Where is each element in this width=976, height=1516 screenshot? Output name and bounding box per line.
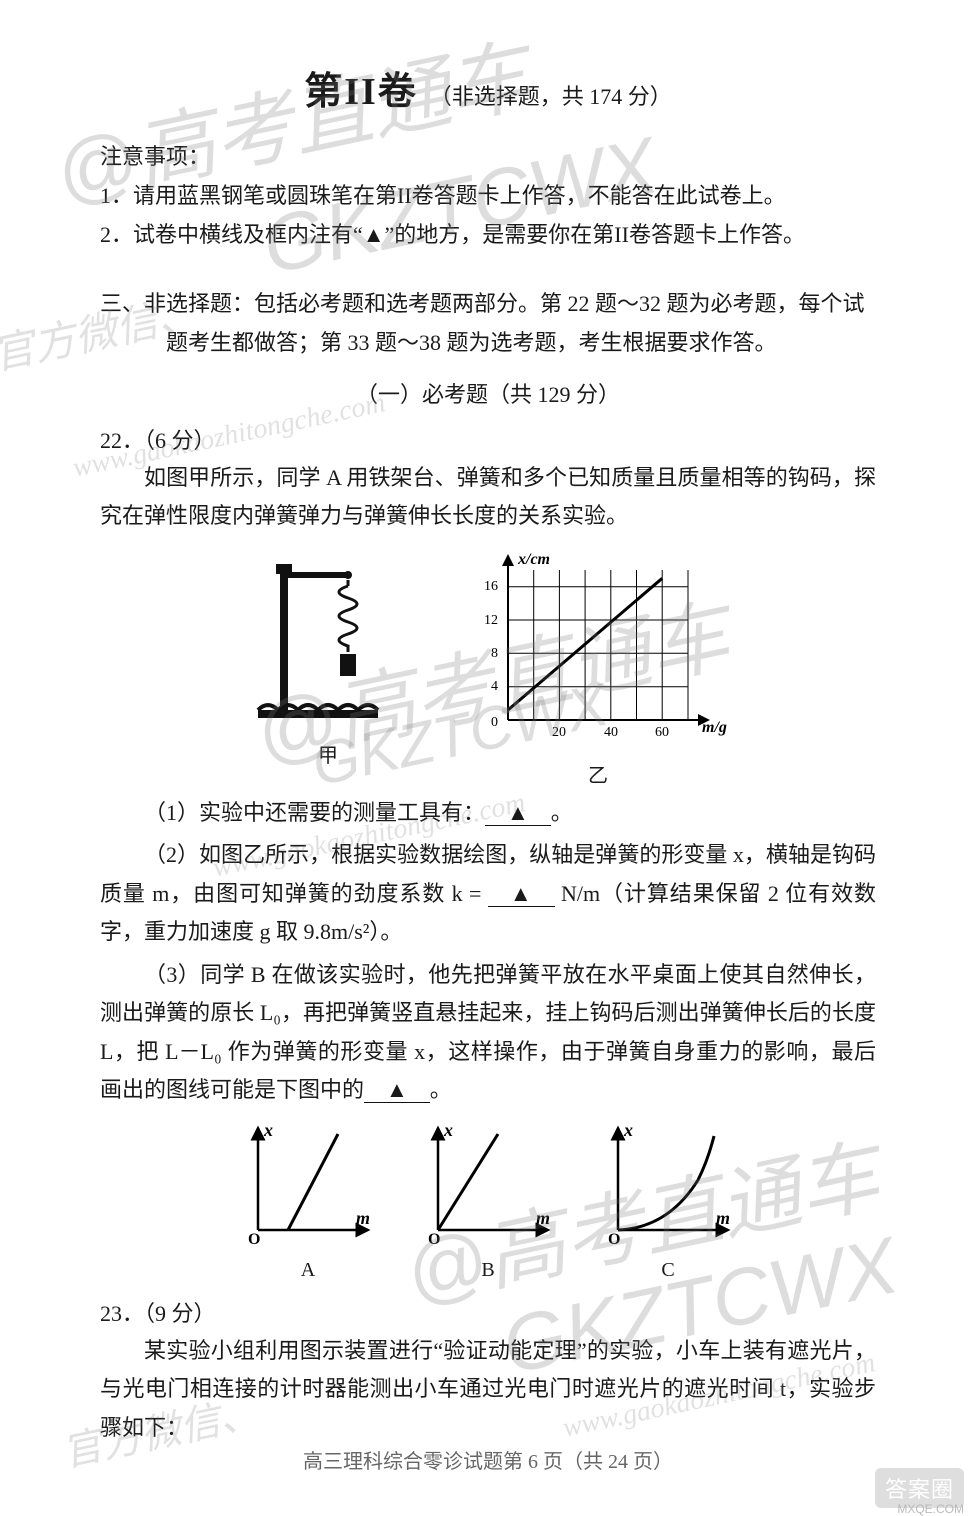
svg-text:m/g: m/g	[702, 719, 727, 736]
title-main: 第II卷	[304, 71, 418, 113]
q22-part2: （2）如图乙所示，根据实验数据绘图，纵轴是弹簧的形变量 x，横轴是钩码质量 m，…	[100, 836, 876, 952]
q22-part3: （3）同学 B 在做该实验时，他先把弹簧平放在水平桌面上使其自然伸长，测出弹簧的…	[100, 956, 876, 1110]
q22-mini-graphs: O x m A O x m B	[100, 1120, 876, 1282]
q22-number: 22．（6 分）	[100, 423, 876, 455]
required-head: （一）必考题（共 129 分）	[100, 377, 876, 409]
q22-part1-text: （1）实验中还需要的测量工具有：	[144, 800, 485, 825]
section-3-head: 三、非选择题：包括必考题和选考题两部分。第 22 题～32 题为必考题，每个试题…	[100, 284, 876, 363]
notice-head: 注意事项：	[100, 139, 876, 171]
graph-B: O x m B	[418, 1120, 558, 1282]
svg-text:m: m	[536, 1208, 550, 1228]
q22-part1: （1）实验中还需要的测量工具有：▲。	[100, 794, 876, 833]
triangle-blank: ▲	[510, 881, 533, 906]
svg-text:8: 8	[491, 646, 498, 661]
corner-url: MXQE.COM	[897, 1502, 964, 1516]
q22-part3-text: （3）同学 B 在做该实验时，他先把弹簧平放在水平桌面上使其自然伸长，测出弹簧的…	[100, 962, 876, 1103]
svg-text:40: 40	[604, 725, 618, 740]
figure-yi-label: 乙	[468, 759, 728, 788]
triangle-blank: ▲	[386, 1077, 408, 1102]
q22-figures: 甲	[100, 550, 876, 788]
svg-text:4: 4	[491, 679, 498, 694]
graph-A: O x m A	[238, 1120, 378, 1282]
svg-text:O: O	[248, 1231, 260, 1248]
q23-intro: 某实验小组利用图示装置进行“验证动能定理”的实验，小车上装有遮光片，与光电门相连…	[100, 1332, 876, 1448]
apparatus-svg	[248, 550, 408, 730]
figure-jia: 甲	[248, 550, 408, 788]
graph-B-label: B	[418, 1259, 558, 1282]
graph-A-label: A	[238, 1259, 378, 1282]
svg-text:x/cm: x/cm	[517, 551, 550, 568]
figure-yi: x/cm m/g 0 4 8 12 16 20 40 60 乙	[468, 550, 728, 788]
exam-page: @高考直通车 GKZTCWX 官方微信、 www.gaokaozhitongch…	[0, 0, 976, 1516]
svg-text:12: 12	[484, 613, 498, 628]
q23-number: 23．（9 分）	[100, 1296, 876, 1328]
svg-text:x: x	[623, 1120, 633, 1140]
svg-text:m: m	[356, 1208, 370, 1228]
graph-C-label: C	[598, 1259, 738, 1282]
q22-intro: 如图甲所示，同学 A 用铁架台、弹簧和多个已知质量且质量相等的钩码，探究在弹性限…	[100, 459, 876, 536]
svg-text:16: 16	[484, 579, 498, 594]
title-row: 第II卷 （非选择题，共 174 分）	[100, 60, 876, 115]
page-footer: 高三理科综合零诊试题第 6 页（共 24 页）	[0, 1445, 976, 1474]
svg-text:x: x	[263, 1120, 273, 1140]
title-sub: （非选择题，共 174 分）	[430, 84, 672, 109]
svg-text:O: O	[428, 1231, 440, 1248]
chart-svg: x/cm m/g 0 4 8 12 16 20 40 60	[468, 550, 728, 750]
svg-text:0: 0	[491, 715, 498, 730]
svg-text:m: m	[716, 1208, 730, 1228]
svg-text:60: 60	[655, 725, 669, 740]
svg-text:O: O	[608, 1231, 620, 1248]
notice-line-2: 2．试卷中横线及框内注有“▲”的地方，是需要你在第II卷答题卡上作答。	[100, 216, 876, 253]
triangle-blank: ▲	[507, 800, 529, 825]
graph-C: O x m C	[598, 1120, 738, 1282]
svg-text:20: 20	[552, 725, 566, 740]
figure-jia-label: 甲	[248, 739, 408, 768]
svg-text:x: x	[443, 1120, 453, 1140]
notice-line-1: 1．请用蓝黑钢笔或圆珠笔在第II卷答题卡上作答，不能答在此试卷上。	[100, 177, 876, 214]
